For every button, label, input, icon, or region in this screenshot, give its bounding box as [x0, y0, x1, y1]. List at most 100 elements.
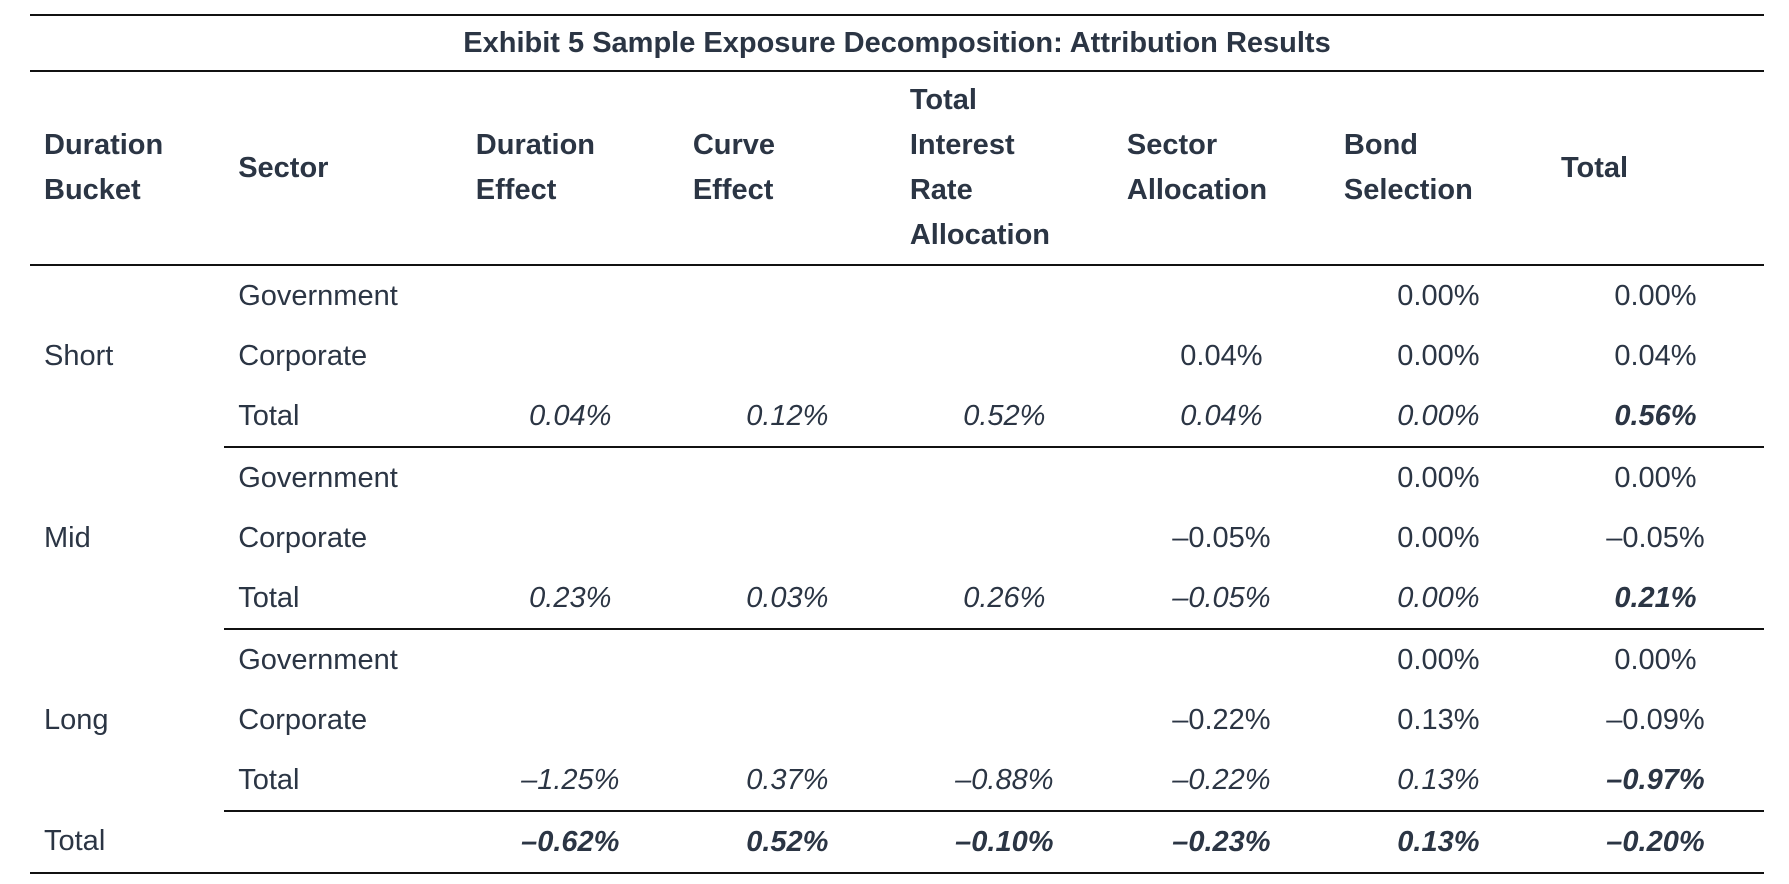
header-total: Total	[1546, 72, 1764, 266]
header-line: Sector	[238, 151, 329, 184]
header-duration-effect: Duration Effect	[461, 72, 679, 266]
total-cell: 0.00%	[1614, 461, 1697, 494]
header-line: Sector	[1126, 129, 1218, 161]
grand-total-total-ir-cell: –0.10%	[895, 811, 1113, 874]
grand-total-total-cell: –0.20%	[1546, 811, 1764, 874]
duration-effect-cell	[462, 690, 679, 750]
bond-sel-cell: 0.00%	[1329, 568, 1547, 630]
curve-effect-cell	[679, 326, 896, 386]
curve-effect-cell	[679, 508, 896, 568]
total-ir-cell	[896, 508, 1113, 568]
grand-total-row: Total –0.62% 0.52% –0.10% –0.23% 0.13% –0.20%	[30, 811, 1764, 874]
table-row: Short Government 0.00% 0.00%	[30, 265, 1764, 373]
header-bond-selection: Bond Selection	[1329, 72, 1547, 266]
bond-sel-cell: 0.00%	[1397, 521, 1480, 554]
table-row: Corporate –0.22% 0.13% –0.09%	[30, 690, 1764, 750]
grand-total-sector-cell	[224, 811, 462, 874]
total-ir-cell	[896, 447, 1113, 508]
sector-cell: Corporate	[238, 339, 368, 372]
total-ir-cell	[896, 265, 1113, 326]
sector-alloc-cell: –0.22%	[1112, 750, 1330, 812]
attribution-exhibit: Exhibit 5 Sample Exposure Decomposition:…	[30, 14, 1764, 874]
sector-cell: Corporate	[238, 703, 368, 736]
duration-effect-cell	[462, 629, 679, 690]
curve-effect-cell: 0.12%	[678, 386, 896, 448]
grand-total-sector-alloc-cell: –0.23%	[1112, 811, 1330, 874]
duration-bucket-cell: Mid	[44, 521, 91, 554]
bond-sel-cell: 0.13%	[1397, 703, 1480, 736]
total-ir-cell	[896, 690, 1113, 750]
sector-cell: Total	[224, 750, 462, 812]
duration-bucket-cell: Long	[44, 703, 109, 736]
duration-effect-cell	[462, 326, 679, 386]
total-cell: 0.21%	[1546, 568, 1764, 630]
bond-sel-cell: 0.00%	[1397, 461, 1480, 494]
sector-cell: Government	[238, 643, 398, 676]
total-ir-cell: 0.26%	[895, 568, 1113, 630]
header-line: Allocation	[909, 219, 1051, 251]
curve-effect-cell	[679, 265, 896, 326]
header-line: Total	[909, 84, 977, 116]
total-cell: 0.00%	[1614, 643, 1697, 676]
total-cell: –0.05%	[1606, 521, 1705, 554]
sector-cell: Government	[238, 461, 398, 494]
total-ir-cell: –0.88%	[895, 750, 1113, 812]
duration-effect-cell: 0.04%	[461, 386, 679, 448]
sector-cell: Government	[238, 279, 398, 312]
header-line: Duration	[475, 129, 595, 161]
bond-sel-cell: 0.00%	[1397, 279, 1480, 312]
total-cell: 0.04%	[1614, 339, 1697, 372]
header-line: Allocation	[1126, 174, 1268, 206]
sector-alloc-cell: –0.22%	[1172, 703, 1271, 736]
header-row: Duration Bucket Sector Duration Effect Cur…	[30, 72, 1764, 266]
duration-effect-cell	[462, 447, 679, 508]
table-row: Corporate –0.05% 0.00% –0.05%	[30, 508, 1764, 568]
header-total-interest-rate-allocation: Total Interest Rate Allocation	[895, 72, 1113, 266]
table-row: Mid Government 0.00% 0.00%	[30, 447, 1764, 554]
subtotal-row: Total 0.04% 0.12% 0.52% 0.04% 0.00% 0.56%	[30, 386, 1764, 448]
header-curve-effect: Curve Effect	[678, 72, 896, 266]
sector-cell: Total	[224, 568, 462, 630]
header-line: Bond	[1343, 129, 1418, 161]
duration-effect-cell: 0.23%	[461, 568, 679, 630]
duration-effect-cell	[462, 508, 679, 568]
curve-effect-cell	[679, 629, 896, 690]
curve-effect-cell: 0.37%	[678, 750, 896, 812]
grand-total-label: Total	[30, 811, 225, 874]
total-cell: 0.56%	[1546, 386, 1764, 448]
sector-alloc-cell: –0.05%	[1172, 521, 1271, 554]
duration-effect-cell: –1.25%	[461, 750, 679, 812]
header-line: Duration	[44, 129, 164, 161]
duration-bucket-cell: Short	[44, 340, 114, 372]
bond-sel-cell: 0.00%	[1329, 386, 1547, 448]
header-line: Total	[1560, 151, 1629, 184]
header-line: Rate	[909, 174, 973, 206]
grand-total-duration-effect-cell: –0.62%	[461, 811, 679, 874]
sector-alloc-cell: –0.05%	[1112, 568, 1330, 630]
header-line: Selection	[1343, 174, 1473, 206]
sector-cell: Corporate	[238, 521, 368, 554]
grand-total-curve-effect-cell: 0.52%	[678, 811, 896, 874]
header-duration-bucket: Duration Bucket	[30, 72, 225, 266]
sector-alloc-cell	[1113, 447, 1330, 508]
curve-effect-cell: 0.03%	[678, 568, 896, 630]
header-line: Bucket	[44, 174, 141, 206]
total-ir-cell: 0.52%	[895, 386, 1113, 448]
curve-effect-cell	[679, 447, 896, 508]
total-cell: –0.97%	[1546, 750, 1764, 812]
grand-total-bond-sel-cell: 0.13%	[1329, 811, 1547, 874]
sector-alloc-cell	[1113, 265, 1330, 326]
subtotal-row: Total 0.23% 0.03% 0.26% –0.05% 0.00% 0.21%	[30, 568, 1764, 630]
header-line: Effect	[475, 174, 557, 206]
curve-effect-cell	[679, 690, 896, 750]
exhibit-title: Exhibit 5 Sample Exposure Decomposition:…	[30, 14, 1764, 72]
header-line: Interest	[909, 129, 1015, 161]
attribution-table: Exhibit 5 Sample Exposure Decomposition:…	[30, 14, 1764, 874]
sector-alloc-cell: 0.04%	[1112, 386, 1330, 448]
total-ir-cell	[896, 326, 1113, 386]
header-sector: Sector	[224, 72, 462, 266]
bond-sel-cell: 0.00%	[1397, 643, 1480, 676]
total-cell: –0.09%	[1606, 703, 1705, 736]
sector-cell: Total	[224, 386, 462, 448]
table-body: Short Government 0.00% 0.00% Corporate 0.04% 0…	[30, 265, 1764, 874]
